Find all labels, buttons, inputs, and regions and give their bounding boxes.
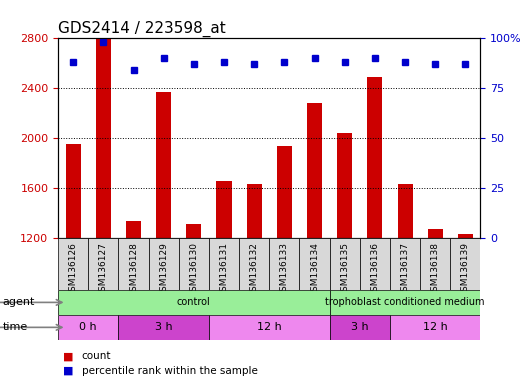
- Bar: [398, 184, 412, 238]
- Bar: [239, 238, 269, 290]
- Text: time: time: [3, 322, 28, 333]
- Text: GSM136137: GSM136137: [401, 242, 410, 297]
- Bar: [420, 238, 450, 290]
- Bar: [390, 238, 420, 290]
- Text: control: control: [177, 297, 211, 308]
- Bar: [360, 238, 390, 290]
- Bar: [428, 229, 443, 238]
- Bar: [329, 238, 360, 290]
- Text: 3 h: 3 h: [351, 322, 369, 333]
- Text: GDS2414 / 223598_at: GDS2414 / 223598_at: [58, 21, 226, 37]
- Text: ■: ■: [63, 351, 74, 361]
- Bar: [118, 315, 209, 340]
- Bar: [299, 238, 329, 290]
- Text: GSM136131: GSM136131: [220, 242, 229, 297]
- Text: GSM136133: GSM136133: [280, 242, 289, 297]
- Text: GSM136135: GSM136135: [340, 242, 349, 297]
- Bar: [186, 224, 201, 238]
- Text: ■: ■: [63, 366, 74, 376]
- Bar: [96, 38, 111, 238]
- Bar: [247, 184, 262, 238]
- Text: 12 h: 12 h: [257, 322, 281, 333]
- Text: GSM136129: GSM136129: [159, 242, 168, 297]
- Bar: [148, 238, 179, 290]
- Bar: [179, 238, 209, 290]
- Text: GSM136132: GSM136132: [250, 242, 259, 297]
- Bar: [58, 315, 118, 340]
- Bar: [118, 238, 148, 290]
- Bar: [450, 238, 480, 290]
- Bar: [337, 133, 352, 238]
- Text: 12 h: 12 h: [423, 322, 448, 333]
- Bar: [65, 144, 81, 238]
- Bar: [88, 238, 118, 290]
- Text: GSM136126: GSM136126: [69, 242, 78, 297]
- Text: trophoblast conditioned medium: trophoblast conditioned medium: [325, 297, 485, 308]
- Text: GSM136136: GSM136136: [370, 242, 380, 297]
- Text: GSM136139: GSM136139: [461, 242, 470, 297]
- Text: GSM136128: GSM136128: [129, 242, 138, 297]
- Bar: [269, 238, 299, 290]
- Bar: [58, 290, 329, 315]
- Text: percentile rank within the sample: percentile rank within the sample: [82, 366, 258, 376]
- Bar: [209, 238, 239, 290]
- Bar: [126, 220, 141, 238]
- Bar: [209, 315, 329, 340]
- Text: 3 h: 3 h: [155, 322, 173, 333]
- Bar: [329, 290, 480, 315]
- Bar: [390, 315, 480, 340]
- Bar: [367, 77, 382, 238]
- Bar: [458, 234, 473, 238]
- Text: count: count: [82, 351, 111, 361]
- Bar: [329, 315, 390, 340]
- Bar: [156, 92, 171, 238]
- Text: GSM136130: GSM136130: [190, 242, 199, 297]
- Bar: [58, 238, 88, 290]
- Text: agent: agent: [3, 297, 35, 308]
- Text: GSM136127: GSM136127: [99, 242, 108, 297]
- Bar: [277, 146, 292, 238]
- Text: 0 h: 0 h: [79, 322, 97, 333]
- Bar: [216, 180, 232, 238]
- Bar: [307, 103, 322, 238]
- Text: GSM136134: GSM136134: [310, 242, 319, 297]
- Text: GSM136138: GSM136138: [431, 242, 440, 297]
